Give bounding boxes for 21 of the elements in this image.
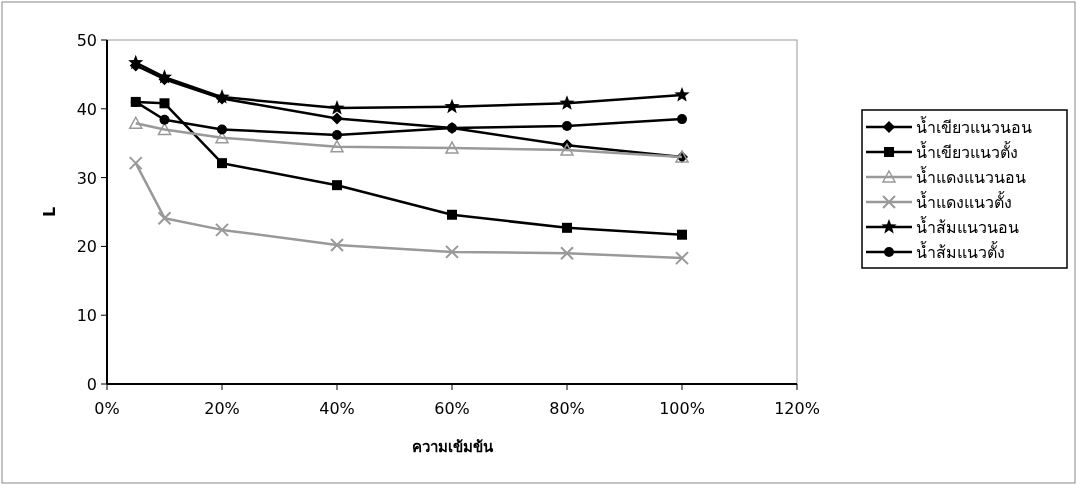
x-tick-label: 20%	[204, 399, 240, 418]
legend-label: น้ำแดงแนวนอน	[916, 166, 1026, 187]
y-tick-label: 50	[76, 31, 97, 50]
legend-label: น้ำเขียวแนวนอน	[916, 116, 1032, 137]
legend-label: น้ำแดงแนวตั้ง	[916, 191, 1012, 212]
x-tick-label: 120%	[774, 399, 820, 418]
x-tick-label: 40%	[319, 399, 355, 418]
y-tick-label: 0	[86, 375, 97, 394]
legend-label: น้ำส้มแนวนอน	[916, 216, 1019, 237]
y-tick-label: 20	[76, 237, 97, 257]
x-axis-title: ความเข้มข้น	[411, 438, 494, 456]
legend-label: น้ำเขียวแนวตั้ง	[916, 141, 1018, 162]
x-tick-label: 100%	[659, 399, 705, 418]
x-tick-label: 0%	[94, 399, 120, 418]
x-tick-label: 60%	[434, 399, 470, 418]
legend-label: น้ำส้มแนวตั้ง	[916, 241, 1005, 262]
y-tick-label: 30	[76, 168, 97, 188]
y-tick-label: 40	[76, 99, 97, 119]
x-tick-label: 80%	[549, 399, 585, 418]
y-axis-title: L	[40, 206, 59, 218]
y-tick-label: 10	[76, 306, 97, 326]
